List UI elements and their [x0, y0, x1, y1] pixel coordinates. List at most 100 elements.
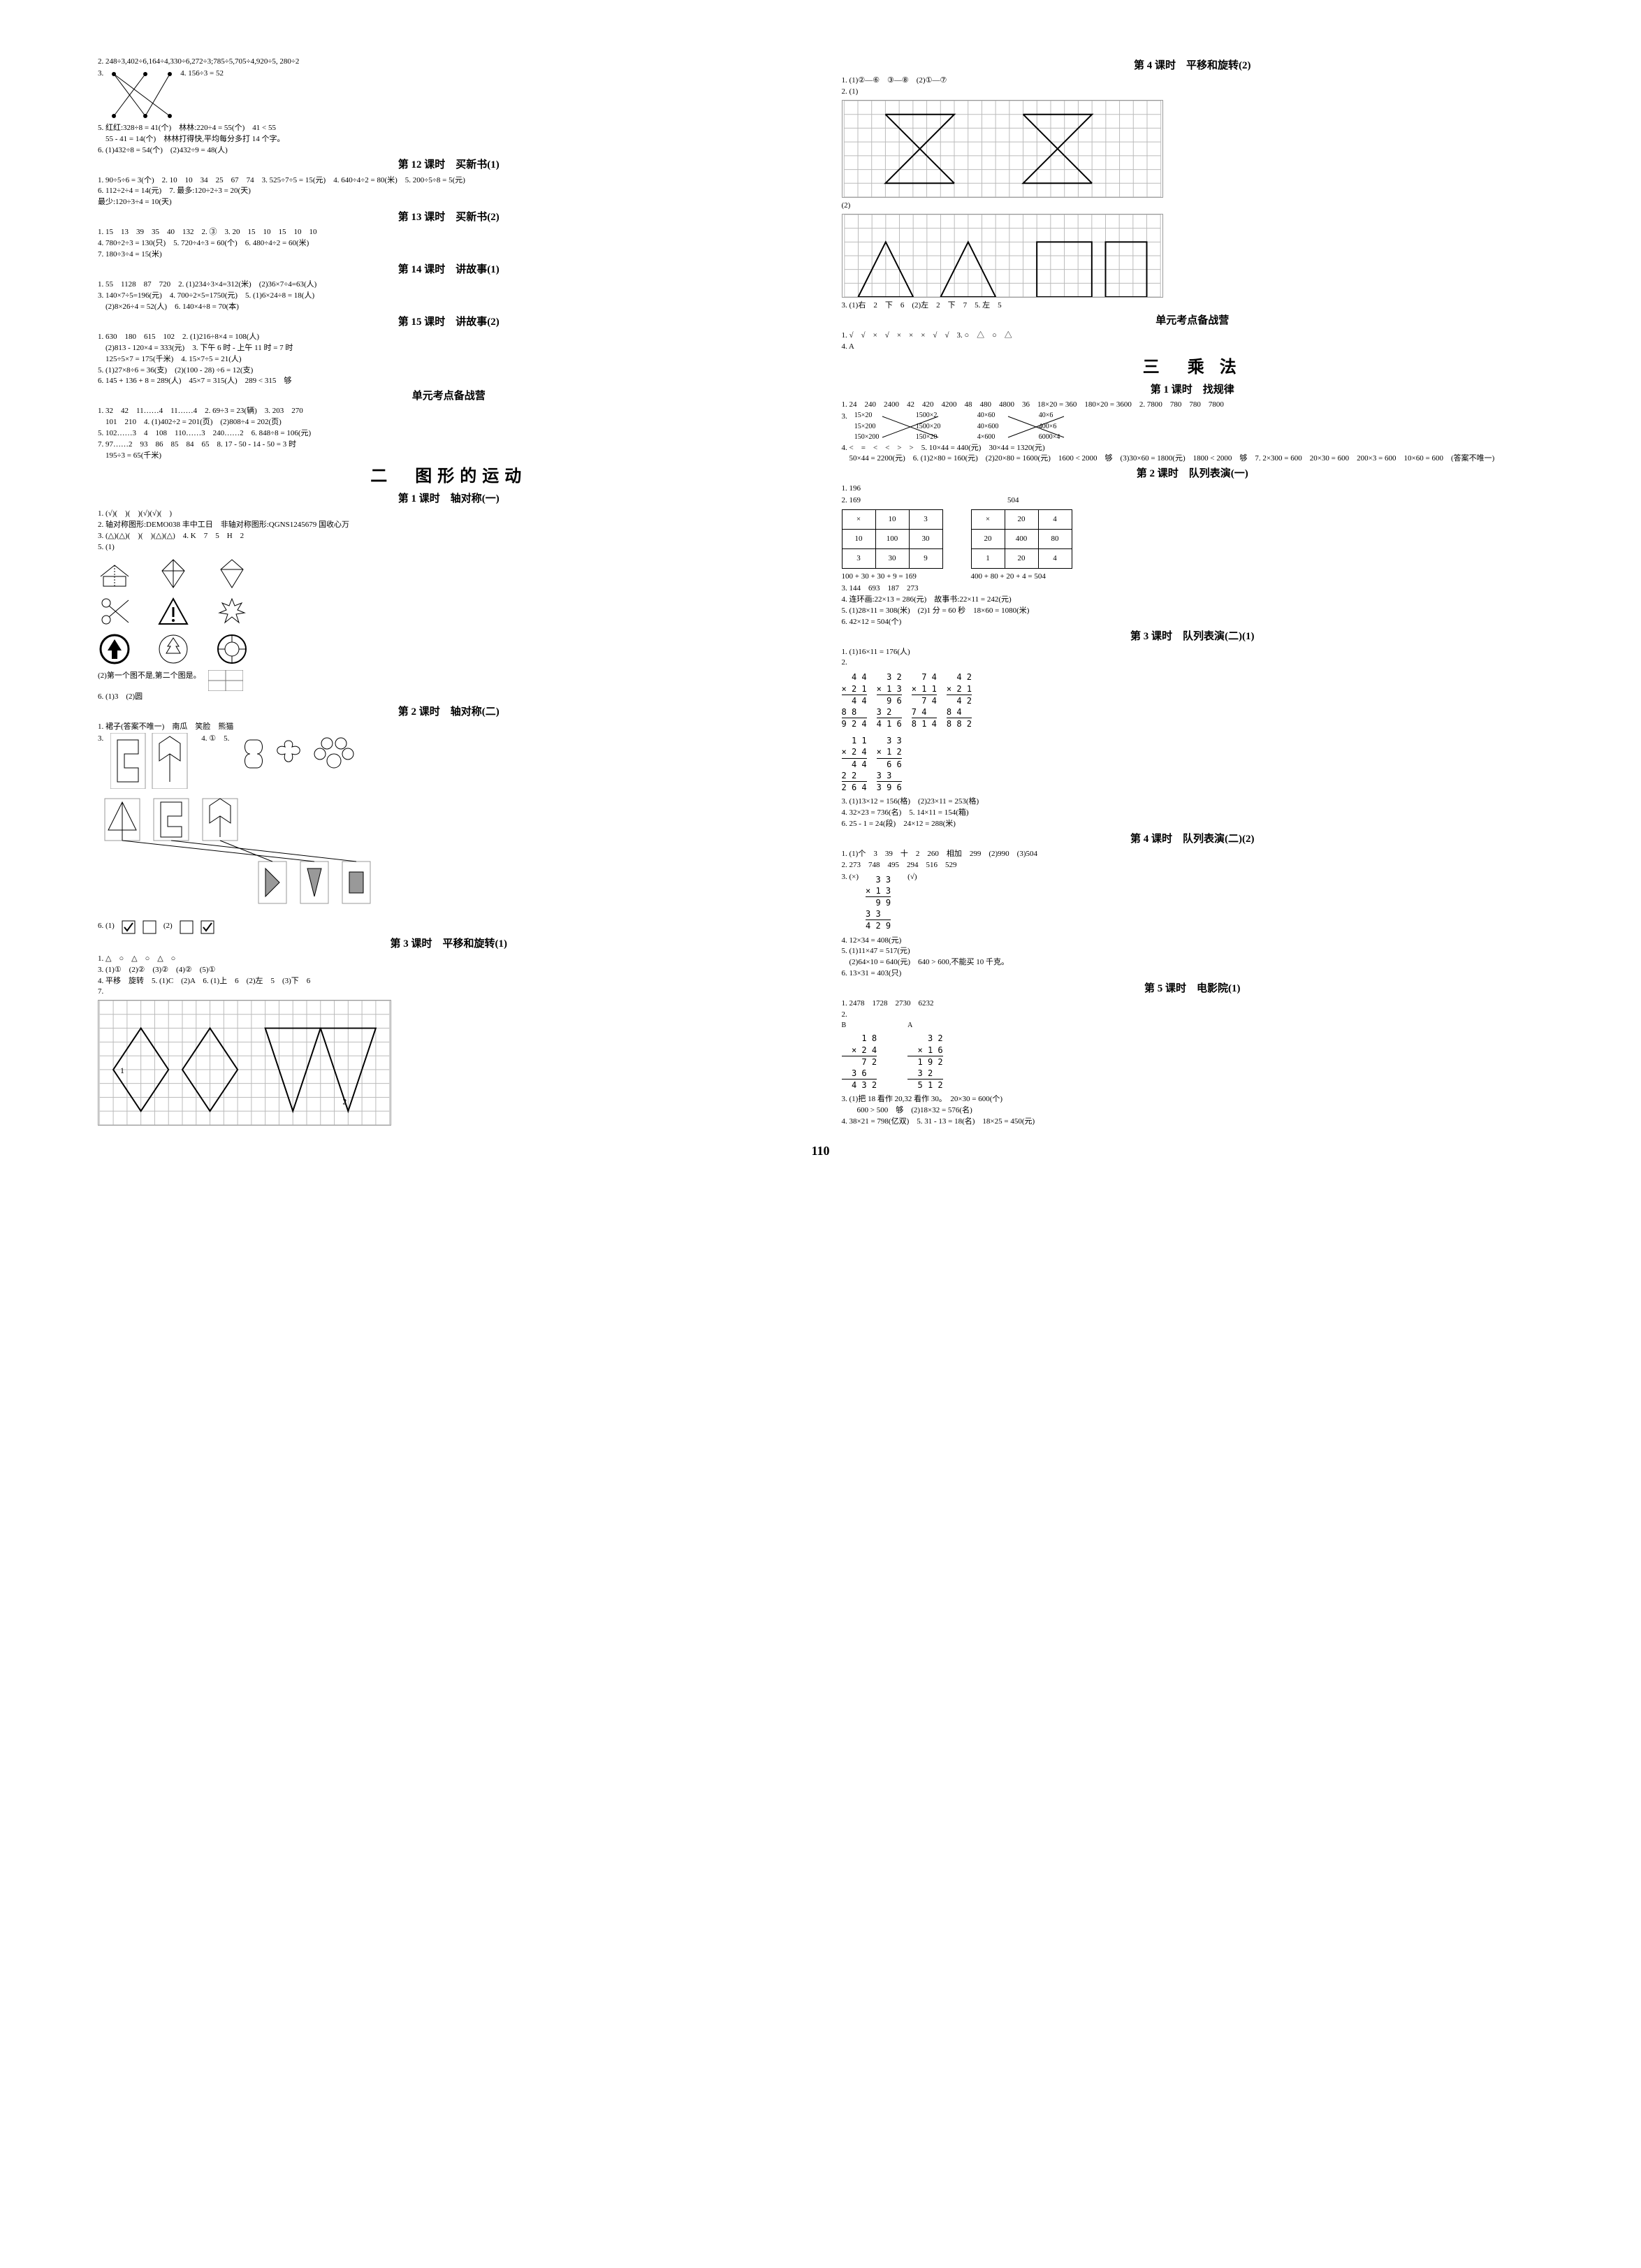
- calc-row-a: 4 4× 2 1 4 48 8 9 2 4 3 2× 1 3 9 63 2 4 …: [842, 669, 1544, 732]
- section-heading: 第 12 课时 买新书(1): [98, 158, 800, 172]
- answer-label: 3.: [842, 412, 847, 422]
- vertical-calculation: 4 4× 2 1 4 48 8 9 2 4: [842, 671, 867, 729]
- scissors-icon: [98, 595, 131, 628]
- table-cell: 100: [875, 530, 909, 549]
- mult-table-1: ×103 1010030 3309: [842, 509, 943, 569]
- cross-match-large-diagram: [98, 792, 377, 917]
- table-cell: ×: [971, 510, 1005, 530]
- answer-line: 7.: [98, 987, 800, 997]
- answer-line: 101 210 4. (1)402÷2 = 201(页) (2)808÷4 = …: [98, 417, 800, 428]
- table-cell: 30: [875, 549, 909, 569]
- vertical-calculation: 4 2× 2 1 4 28 4 8 8 2: [947, 671, 972, 729]
- answer-line: 6. (1)432÷8 = 54(个) (2)432÷9 = 48(人): [98, 145, 800, 156]
- svg-text:2: 2: [342, 1097, 347, 1107]
- right-column: 第 4 课时 平移和旋转(2) 1. (1)②—⑥ ③—⑧ (2)①—⑦ 2. …: [842, 56, 1544, 1128]
- answer-line: 1. 32 42 11……4 11……4 2. 69÷3 = 23(辆) 3. …: [98, 406, 800, 416]
- table-cell: 20: [1005, 510, 1038, 530]
- answer-line: 4. 156÷3 = 52: [180, 68, 224, 79]
- table-cell: 80: [1038, 530, 1072, 549]
- grid-diagram-1: [842, 100, 1163, 198]
- answer-line: 1. (1)②—⑥ ③—⑧ (2)①—⑦: [842, 75, 1544, 86]
- answer-line: 3. (1)右 2 下 6 (2)左 2 下 7 5. 左 5: [842, 300, 1544, 311]
- answer-label: 4. ① 5.: [201, 734, 229, 744]
- answer-line: 4. < = < < > > 5. 10×44 = 440(元) 30×44 =…: [842, 443, 1544, 453]
- vertical-calculation: 7 4× 1 1 7 47 4 8 1 4: [912, 671, 937, 729]
- answer-line: 7. 180÷3÷4 = 15(米): [98, 249, 800, 260]
- table-sum: 100 + 30 + 30 + 9 = 169: [842, 572, 943, 582]
- section-heading: 第 3 课时 平移和旋转(1): [98, 937, 800, 951]
- answer-line: 4. 38×21 = 798(亿双) 5. 31 - 13 = 18(名) 18…: [842, 1117, 1544, 1127]
- table-cell: 1: [971, 549, 1005, 569]
- answer-line: 4. 780÷2÷3 = 130(只) 5. 720÷4÷3 = 60(个) 6…: [98, 238, 800, 249]
- answer-line: 3. (1)① (2)② (3)② (4)② (5)①: [98, 965, 800, 975]
- table-cell: ×: [842, 510, 875, 530]
- palace-icon: [98, 557, 131, 590]
- calc-label: B: [842, 1021, 887, 1031]
- answer-line: 3. (1)13×12 = 156(格) (2)23×11 = 253(格): [842, 797, 1544, 807]
- answer-line: 600 > 500 够 (2)18×32 = 576(名): [842, 1105, 1544, 1116]
- section-heading: 单元考点备战营: [842, 314, 1544, 328]
- answer-line: 1. √ √ × √ × × × √ √ 3. ○ △ ○ △: [842, 330, 1544, 341]
- answer-label: 2.: [842, 1010, 1544, 1020]
- section-heading: 第 13 课时 买新书(2): [98, 210, 800, 224]
- answer-line: 5. (1): [98, 542, 800, 553]
- answer-line: 1. (1)16×11 = 176(人): [842, 647, 1544, 657]
- answer-line: 50×44 = 2200(元) 6. (1)2×80 = 160(元) (2)2…: [842, 453, 1544, 464]
- answer-line: 2. (1): [842, 87, 1544, 97]
- answer-line: 55 - 41 = 14(个) 林林打得快,平均每分多打 14 个字。: [98, 134, 800, 145]
- section-heading: 第 4 课时 队列表演(二)(2): [842, 832, 1544, 846]
- table-cell: 20: [971, 530, 1005, 549]
- table-cell: 9: [909, 549, 942, 569]
- answer-line: 5. (1)27×8÷6 = 36(支) (2)(100 - 28) ÷6 = …: [98, 365, 800, 376]
- symmetry-shapes-row: [236, 733, 362, 775]
- answer-line: 2. 169: [842, 495, 861, 506]
- vertical-calculation: 3 3× 1 3 9 93 3 4 2 9: [866, 874, 891, 932]
- chapter-heading: 二 图形的运动: [98, 465, 800, 488]
- section-heading: 第 2 课时 轴对称(二): [98, 705, 800, 719]
- tree-icon: [156, 632, 190, 666]
- answer-line: 4. 平移 旋转 5. (1)C (2)A 6. (1)上 6 (2)左 5 (…: [98, 976, 800, 987]
- cross-match-text-diagram: 15×20 1500×2 40×60 40×6 15×200 1500×20 4…: [854, 411, 1088, 442]
- table-cell: 20: [1005, 549, 1038, 569]
- kite-icon: [156, 557, 190, 590]
- cross-match-diagram: [110, 71, 173, 119]
- answer-line: 504: [1007, 495, 1019, 506]
- symmetry-shapes-diagram: [110, 733, 194, 789]
- answer-line: (2)813 - 120×4 = 333(元) 3. 下午 6 时 - 上午 1…: [98, 343, 800, 354]
- vertical-calculation: 3 2× 1 3 9 63 2 4 1 6: [877, 671, 902, 729]
- calc-label: A: [907, 1021, 953, 1031]
- answer-line: 2. 273 748 495 294 516 529: [842, 860, 1544, 871]
- answer-line: 5. 102……3 4 108 110……3 240……2 6. 848÷8 =…: [98, 428, 800, 439]
- answer-label: 6. (1): [98, 921, 115, 931]
- answer-label: 2.: [842, 657, 1544, 668]
- answer-line: 1. 196: [842, 484, 1544, 494]
- answer-line: 1. 2478 1728 2730 6232: [842, 998, 1544, 1009]
- left-column: 2. 248÷3,402÷6,164÷4,330÷6,272÷3;785÷5,7…: [98, 56, 800, 1128]
- vertical-calculation: 3 3× 1 2 6 63 3 3 9 6: [877, 735, 902, 793]
- answer-line: 最少:120÷3÷4 = 10(天): [98, 197, 800, 208]
- checkbox-empty-icon: [143, 920, 156, 934]
- answer-line: 6. 42×12 = 504(个): [842, 617, 1544, 627]
- answer-line: 1. 裙子(答案不唯一) 南瓜 笑脸 熊猫: [98, 722, 800, 732]
- calc-c: 3 3× 1 3 9 93 3 4 2 9: [866, 871, 900, 935]
- answer-line: 1. 630 180 615 102 2. (1)216÷8×4 = 108(人…: [98, 332, 800, 342]
- calc-row-b: 1 1× 2 4 4 42 2 2 6 4 3 3× 1 2 6 63 3 3 …: [842, 732, 1544, 796]
- vertical-calculation: 1 8 × 2 4 7 2 3 6 4 3 2: [842, 1033, 877, 1091]
- answer-line: 1. 24 240 2400 42 420 4200 48 480 4800 3…: [842, 400, 1544, 410]
- section-heading: 第 14 课时 讲故事(1): [98, 263, 800, 277]
- table-cell: 10: [875, 510, 909, 530]
- table-cell: 3: [909, 510, 942, 530]
- answer-line: 2. 轴对称图形:DEMO038 丰中工日 非轴对称图形:QGNS1245679…: [98, 520, 800, 530]
- answer-line: 3. 144 693 187 273: [842, 583, 1544, 594]
- table-cell: 400: [1005, 530, 1038, 549]
- answer-line: 5. (1)28×11 = 308(米) (2)1 分 = 60 秒 18×60…: [842, 606, 1544, 616]
- answer-label: 3. (×): [842, 872, 859, 882]
- answer-label: (√): [907, 872, 917, 882]
- table-sum: 400 + 80 + 20 + 4 = 504: [971, 572, 1072, 582]
- match-lines-icon: [854, 411, 1106, 443]
- answer-line: 3. (△)(△)( )( )(△)(△) 4. K 7 5 H 2: [98, 531, 800, 541]
- answer-line: 4. 12×34 = 408(元): [842, 936, 1544, 946]
- table-cell: 30: [909, 530, 942, 549]
- warning-icon: [156, 595, 190, 628]
- table-cell: 4: [1038, 549, 1072, 569]
